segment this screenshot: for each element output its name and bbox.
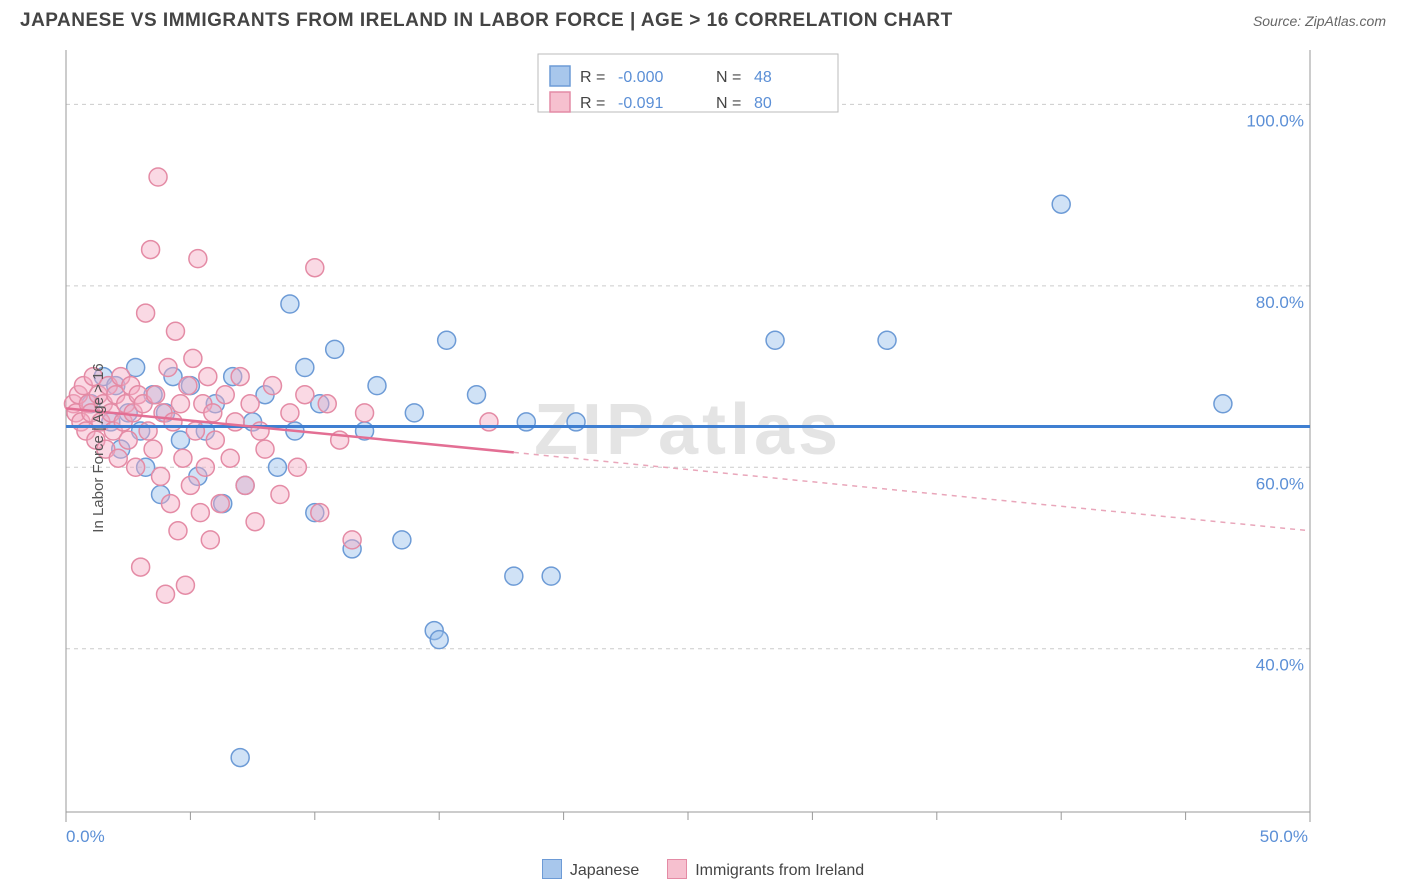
- svg-text:50.0%: 50.0%: [1260, 827, 1308, 846]
- svg-text:60.0%: 60.0%: [1256, 474, 1304, 493]
- svg-text:80: 80: [754, 95, 772, 112]
- svg-text:80.0%: 80.0%: [1256, 293, 1304, 312]
- legend-swatch-pink: [667, 859, 687, 879]
- chart-area: In Labor Force | Age > 16 40.0%60.0%80.0…: [20, 44, 1386, 852]
- chart-title: JAPANESE VS IMMIGRANTS FROM IRELAND IN L…: [20, 10, 953, 32]
- legend-item-ireland: Immigrants from Ireland: [667, 859, 864, 880]
- svg-text:N =: N =: [716, 69, 741, 86]
- svg-text:R =: R =: [580, 69, 605, 86]
- svg-text:-0.000: -0.000: [618, 69, 663, 86]
- scatter-chart: 40.0%60.0%80.0%100.0%0.0%50.0%ZIPatlasR …: [20, 44, 1386, 852]
- svg-text:N =: N =: [716, 95, 741, 112]
- svg-text:-0.091: -0.091: [618, 95, 663, 112]
- chart-header: JAPANESE VS IMMIGRANTS FROM IRELAND IN L…: [0, 0, 1406, 40]
- svg-text:48: 48: [754, 69, 772, 86]
- legend-item-japanese: Japanese: [542, 859, 639, 880]
- svg-text:R =: R =: [580, 95, 605, 112]
- svg-text:40.0%: 40.0%: [1256, 656, 1304, 675]
- y-axis-label: In Labor Force | Age > 16: [90, 363, 107, 532]
- legend-swatch-blue: [542, 859, 562, 879]
- svg-text:0.0%: 0.0%: [66, 827, 105, 846]
- source-attribution: Source: ZipAtlas.com: [1253, 13, 1386, 29]
- svg-text:100.0%: 100.0%: [1246, 111, 1304, 130]
- series-legend: Japanese Immigrants from Ireland: [0, 859, 1406, 880]
